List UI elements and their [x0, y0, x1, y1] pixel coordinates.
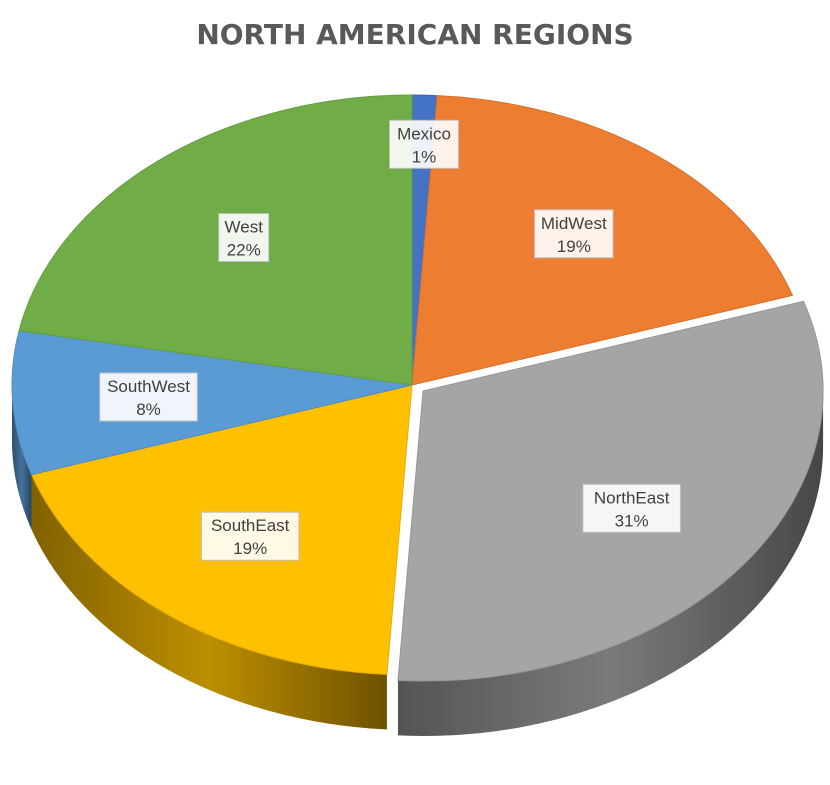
data-label-name: SouthWest: [107, 377, 190, 396]
data-label-box: [99, 372, 198, 422]
data-label-southwest: SouthWest 8%: [99, 372, 198, 422]
data-label-mexico: Mexico 1%: [389, 119, 459, 169]
pie-sides: [12, 385, 824, 737]
data-label-box: [218, 213, 270, 263]
slice-side-shade-northeast: [397, 391, 824, 737]
data-label-name: SouthEast: [211, 516, 290, 535]
data-label-northeast: NorthEast 31%: [582, 483, 681, 533]
slice-west[interactable]: [18, 94, 413, 386]
data-label-value: 22%: [227, 241, 261, 260]
data-label-box: [389, 119, 459, 169]
data-label-box: [582, 483, 681, 533]
data-label-value: 8%: [136, 400, 161, 419]
data-label-name: MidWest: [541, 214, 607, 233]
data-label-name: NorthEast: [594, 488, 670, 507]
slice-side-shade-southwest: [12, 385, 32, 530]
slice-side-shade-southeast: [31, 474, 387, 730]
data-label-west: West 22%: [218, 213, 270, 263]
data-label-value: 19%: [557, 237, 591, 256]
data-label-value: 1%: [412, 147, 437, 166]
data-label-name: West: [225, 218, 264, 237]
slice-southwest[interactable]: [11, 330, 413, 476]
data-label-name: Mexico: [397, 124, 451, 143]
data-label-box: [534, 209, 614, 259]
data-label-value: 19%: [233, 539, 267, 558]
data-label-box: [200, 511, 300, 561]
data-label-value: 31%: [615, 511, 649, 530]
pie-labels: Mexico 1% MidWest 19% NorthEast 31% SouthEast 1…: [99, 119, 681, 561]
data-label-southeast: SouthEast 19%: [200, 511, 300, 561]
chart-title: NORTH AMERICAN REGIONS: [196, 18, 634, 51]
data-label-midwest: MidWest 19%: [534, 209, 614, 259]
